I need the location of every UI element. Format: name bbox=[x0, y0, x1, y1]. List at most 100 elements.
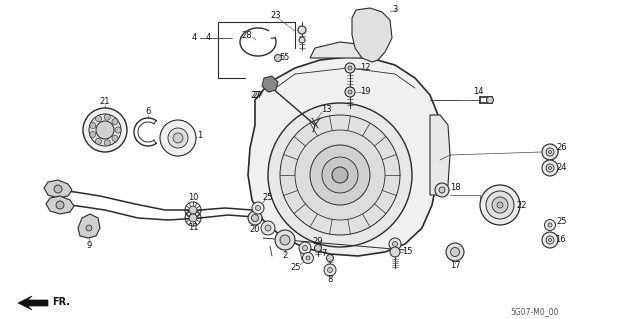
Text: 25: 25 bbox=[291, 263, 301, 271]
Text: 3: 3 bbox=[392, 5, 397, 14]
Circle shape bbox=[83, 108, 127, 152]
Circle shape bbox=[548, 239, 552, 241]
Polygon shape bbox=[78, 214, 100, 238]
Circle shape bbox=[298, 26, 306, 34]
Circle shape bbox=[497, 202, 503, 208]
Circle shape bbox=[115, 127, 121, 133]
Circle shape bbox=[435, 183, 449, 197]
Text: 11: 11 bbox=[188, 224, 198, 233]
Circle shape bbox=[324, 264, 336, 276]
Circle shape bbox=[90, 131, 96, 137]
Circle shape bbox=[280, 235, 290, 245]
Circle shape bbox=[486, 97, 493, 103]
Circle shape bbox=[348, 90, 352, 94]
Circle shape bbox=[548, 151, 552, 153]
Text: FR.: FR. bbox=[52, 297, 70, 307]
Circle shape bbox=[280, 115, 400, 235]
Circle shape bbox=[96, 121, 114, 139]
Text: 5: 5 bbox=[284, 54, 289, 63]
Text: 25: 25 bbox=[557, 218, 567, 226]
Circle shape bbox=[542, 144, 558, 160]
Circle shape bbox=[252, 214, 259, 221]
Circle shape bbox=[95, 116, 102, 122]
Circle shape bbox=[326, 255, 333, 262]
Text: 18: 18 bbox=[450, 183, 460, 192]
Polygon shape bbox=[18, 296, 48, 310]
Circle shape bbox=[548, 223, 552, 227]
Circle shape bbox=[392, 241, 397, 247]
Text: 1: 1 bbox=[197, 131, 203, 140]
Text: 5: 5 bbox=[280, 54, 285, 63]
Circle shape bbox=[542, 232, 558, 248]
Text: 16: 16 bbox=[555, 235, 565, 244]
Circle shape bbox=[546, 164, 554, 172]
Circle shape bbox=[189, 206, 197, 214]
Circle shape bbox=[54, 185, 62, 193]
Circle shape bbox=[322, 157, 358, 193]
Text: 23: 23 bbox=[271, 11, 282, 19]
Circle shape bbox=[545, 219, 556, 231]
Circle shape bbox=[348, 66, 352, 70]
Text: 21: 21 bbox=[100, 97, 110, 106]
Circle shape bbox=[546, 236, 554, 244]
Circle shape bbox=[255, 205, 260, 211]
Text: 26: 26 bbox=[557, 144, 567, 152]
Circle shape bbox=[542, 160, 558, 176]
Circle shape bbox=[486, 191, 514, 219]
Circle shape bbox=[173, 133, 183, 143]
Circle shape bbox=[303, 253, 314, 263]
Circle shape bbox=[86, 225, 92, 231]
Circle shape bbox=[439, 187, 445, 193]
Circle shape bbox=[265, 225, 271, 231]
Circle shape bbox=[480, 185, 520, 225]
Polygon shape bbox=[248, 57, 440, 256]
Text: 4: 4 bbox=[191, 33, 196, 42]
Circle shape bbox=[546, 148, 554, 156]
Text: 20: 20 bbox=[250, 226, 260, 234]
Polygon shape bbox=[352, 8, 392, 62]
Circle shape bbox=[492, 197, 508, 213]
Circle shape bbox=[56, 201, 64, 209]
Text: 8: 8 bbox=[327, 276, 333, 285]
Circle shape bbox=[168, 128, 188, 148]
Polygon shape bbox=[46, 196, 74, 214]
Text: 12: 12 bbox=[360, 63, 371, 72]
Circle shape bbox=[310, 145, 370, 205]
Circle shape bbox=[189, 214, 197, 222]
Circle shape bbox=[299, 37, 305, 43]
Circle shape bbox=[390, 247, 400, 257]
Circle shape bbox=[112, 135, 118, 141]
Circle shape bbox=[112, 119, 118, 125]
Circle shape bbox=[389, 238, 401, 250]
Circle shape bbox=[104, 140, 110, 146]
Text: 29: 29 bbox=[313, 238, 323, 247]
Text: 24: 24 bbox=[557, 164, 567, 173]
Text: 27: 27 bbox=[253, 91, 263, 100]
Circle shape bbox=[303, 246, 307, 250]
Circle shape bbox=[314, 244, 321, 251]
Circle shape bbox=[160, 120, 196, 156]
Text: 15: 15 bbox=[402, 248, 412, 256]
Polygon shape bbox=[44, 180, 72, 198]
Circle shape bbox=[328, 268, 333, 272]
Circle shape bbox=[275, 230, 295, 250]
Circle shape bbox=[299, 242, 311, 254]
Circle shape bbox=[95, 138, 102, 144]
Circle shape bbox=[345, 63, 355, 73]
Text: 22: 22 bbox=[516, 201, 527, 210]
Text: 27: 27 bbox=[251, 92, 261, 100]
Circle shape bbox=[268, 103, 412, 247]
Text: 28: 28 bbox=[242, 31, 252, 40]
Circle shape bbox=[345, 87, 355, 97]
Text: 9: 9 bbox=[86, 241, 92, 249]
Circle shape bbox=[90, 122, 96, 129]
Polygon shape bbox=[262, 76, 278, 92]
Text: 7: 7 bbox=[321, 249, 326, 258]
Polygon shape bbox=[430, 115, 450, 195]
Text: 25: 25 bbox=[263, 194, 273, 203]
Text: 19: 19 bbox=[360, 87, 371, 97]
Circle shape bbox=[248, 211, 262, 225]
Circle shape bbox=[252, 202, 264, 214]
Text: 14: 14 bbox=[473, 87, 483, 97]
Text: 4: 4 bbox=[205, 33, 211, 42]
